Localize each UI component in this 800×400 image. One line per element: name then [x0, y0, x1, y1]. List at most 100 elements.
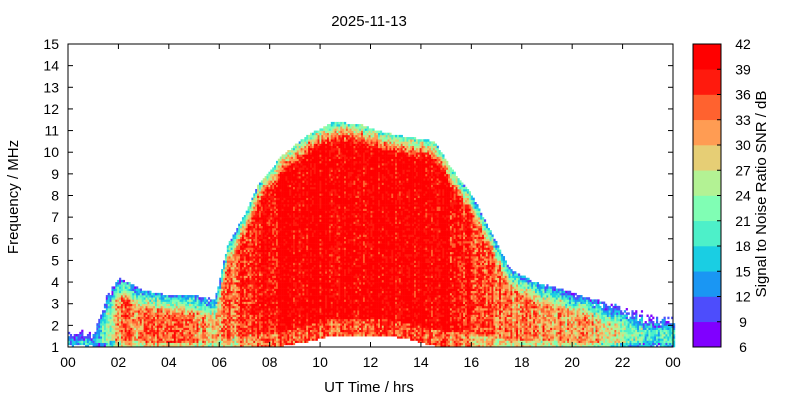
heatmap-cell [241, 223, 245, 227]
heatmap-cell [260, 208, 264, 211]
heatmap-cell [264, 342, 267, 346]
heatmap-cell [291, 234, 294, 237]
heatmap-cell [255, 273, 258, 276]
heatmap-cell [287, 221, 290, 224]
heatmap-cell [292, 169, 296, 172]
heatmap-cell [238, 236, 241, 240]
heatmap-cell [264, 303, 267, 307]
heatmap-cell [113, 305, 116, 309]
heatmap-cell [81, 340, 84, 343]
heatmap-cell [258, 191, 262, 194]
heatmap-cell [217, 297, 220, 300]
heatmap-cell [283, 314, 286, 317]
heatmap-cell [194, 314, 197, 317]
heatmap-cell [185, 301, 188, 305]
heatmap-cell [304, 275, 307, 279]
heatmap-cell [217, 299, 220, 302]
heatmap-cell [73, 338, 76, 341]
heatmap-cell [251, 340, 254, 343]
heatmap-cell [228, 266, 231, 270]
heatmap-cell [285, 186, 288, 190]
heatmap-cell [255, 279, 258, 283]
heatmap-cell [181, 336, 184, 339]
heatmap-cell [107, 308, 110, 311]
heatmap-cell [287, 336, 290, 339]
heatmap-cell [287, 191, 290, 194]
heatmap-cell [275, 204, 279, 207]
heatmap-cell [264, 184, 267, 188]
heatmap-cell [228, 240, 231, 244]
heatmap-cell [300, 217, 303, 220]
heatmap-cell [105, 338, 108, 341]
heatmap-cell [298, 186, 301, 190]
heatmap-cell [175, 308, 178, 311]
heatmap-cell [245, 279, 248, 283]
heatmap-cell [251, 245, 254, 248]
heatmap-cell [257, 329, 260, 333]
heatmap-cell [173, 297, 177, 300]
heatmap-cell [240, 301, 243, 305]
heatmap-cell [287, 199, 290, 203]
heatmap-cell [272, 236, 275, 240]
heatmap-cell [160, 336, 163, 339]
heatmap-cell [245, 344, 248, 348]
heatmap-cell [217, 325, 220, 328]
heatmap-cell [294, 338, 298, 341]
heatmap-cell [173, 325, 177, 328]
heatmap-cell [134, 321, 137, 324]
heatmap-cell [226, 344, 229, 348]
heatmap-cell [249, 273, 252, 276]
heatmap-cell [285, 256, 288, 259]
heatmap-cell [272, 230, 275, 233]
heatmap-cell [291, 253, 294, 257]
heatmap-cell [234, 331, 237, 335]
heatmap-cell [285, 171, 288, 175]
heatmap-cell [202, 308, 205, 311]
heatmap-cell [296, 264, 299, 268]
heatmap-cell [279, 305, 282, 309]
heatmap-cell [249, 234, 252, 237]
heatmap-cell [136, 308, 139, 311]
heatmap-cell [132, 295, 135, 298]
heatmap-cell [264, 223, 267, 227]
heatmap-cell [234, 318, 237, 322]
heatmap-cell [192, 318, 195, 322]
heatmap-cell [255, 204, 258, 207]
heatmap-cell [119, 305, 122, 309]
heatmap-cell [291, 292, 294, 296]
heatmap-cell [183, 297, 186, 300]
heatmap-cell [277, 336, 281, 339]
heatmap-cell [270, 251, 273, 255]
heatmap-cell [257, 240, 260, 244]
heatmap-cell [287, 334, 290, 337]
heatmap-cell [196, 310, 199, 313]
heatmap-cell [115, 297, 118, 300]
heatmap-cell [279, 342, 282, 346]
heatmap-cell [213, 299, 216, 302]
heatmap-cell [279, 314, 282, 317]
heatmap-cell [120, 338, 124, 341]
heatmap-cell [241, 256, 245, 259]
heatmap-cell [215, 336, 218, 339]
heatmap-cell [81, 334, 84, 337]
heatmap-cell [251, 236, 254, 240]
heatmap-cell [274, 171, 277, 175]
heatmap-cell [194, 312, 197, 315]
heatmap-cell [136, 329, 139, 333]
heatmap-cell [207, 336, 211, 339]
heatmap-cell [289, 325, 292, 328]
heatmap-cell [211, 305, 214, 309]
heatmap-cell [134, 305, 137, 309]
heatmap-cell [270, 236, 273, 240]
heatmap-cell [221, 299, 224, 302]
heatmap-cell [298, 163, 301, 166]
heatmap-cell [200, 297, 203, 300]
heatmap-cell [151, 336, 154, 339]
heatmap-cell [283, 171, 286, 175]
heatmap-cell [274, 273, 277, 276]
heatmap-cell [291, 165, 294, 168]
heatmap-cell [164, 295, 167, 298]
heatmap-cell [266, 331, 269, 335]
heatmap-cell [257, 247, 260, 250]
heatmap-cell [245, 214, 248, 218]
